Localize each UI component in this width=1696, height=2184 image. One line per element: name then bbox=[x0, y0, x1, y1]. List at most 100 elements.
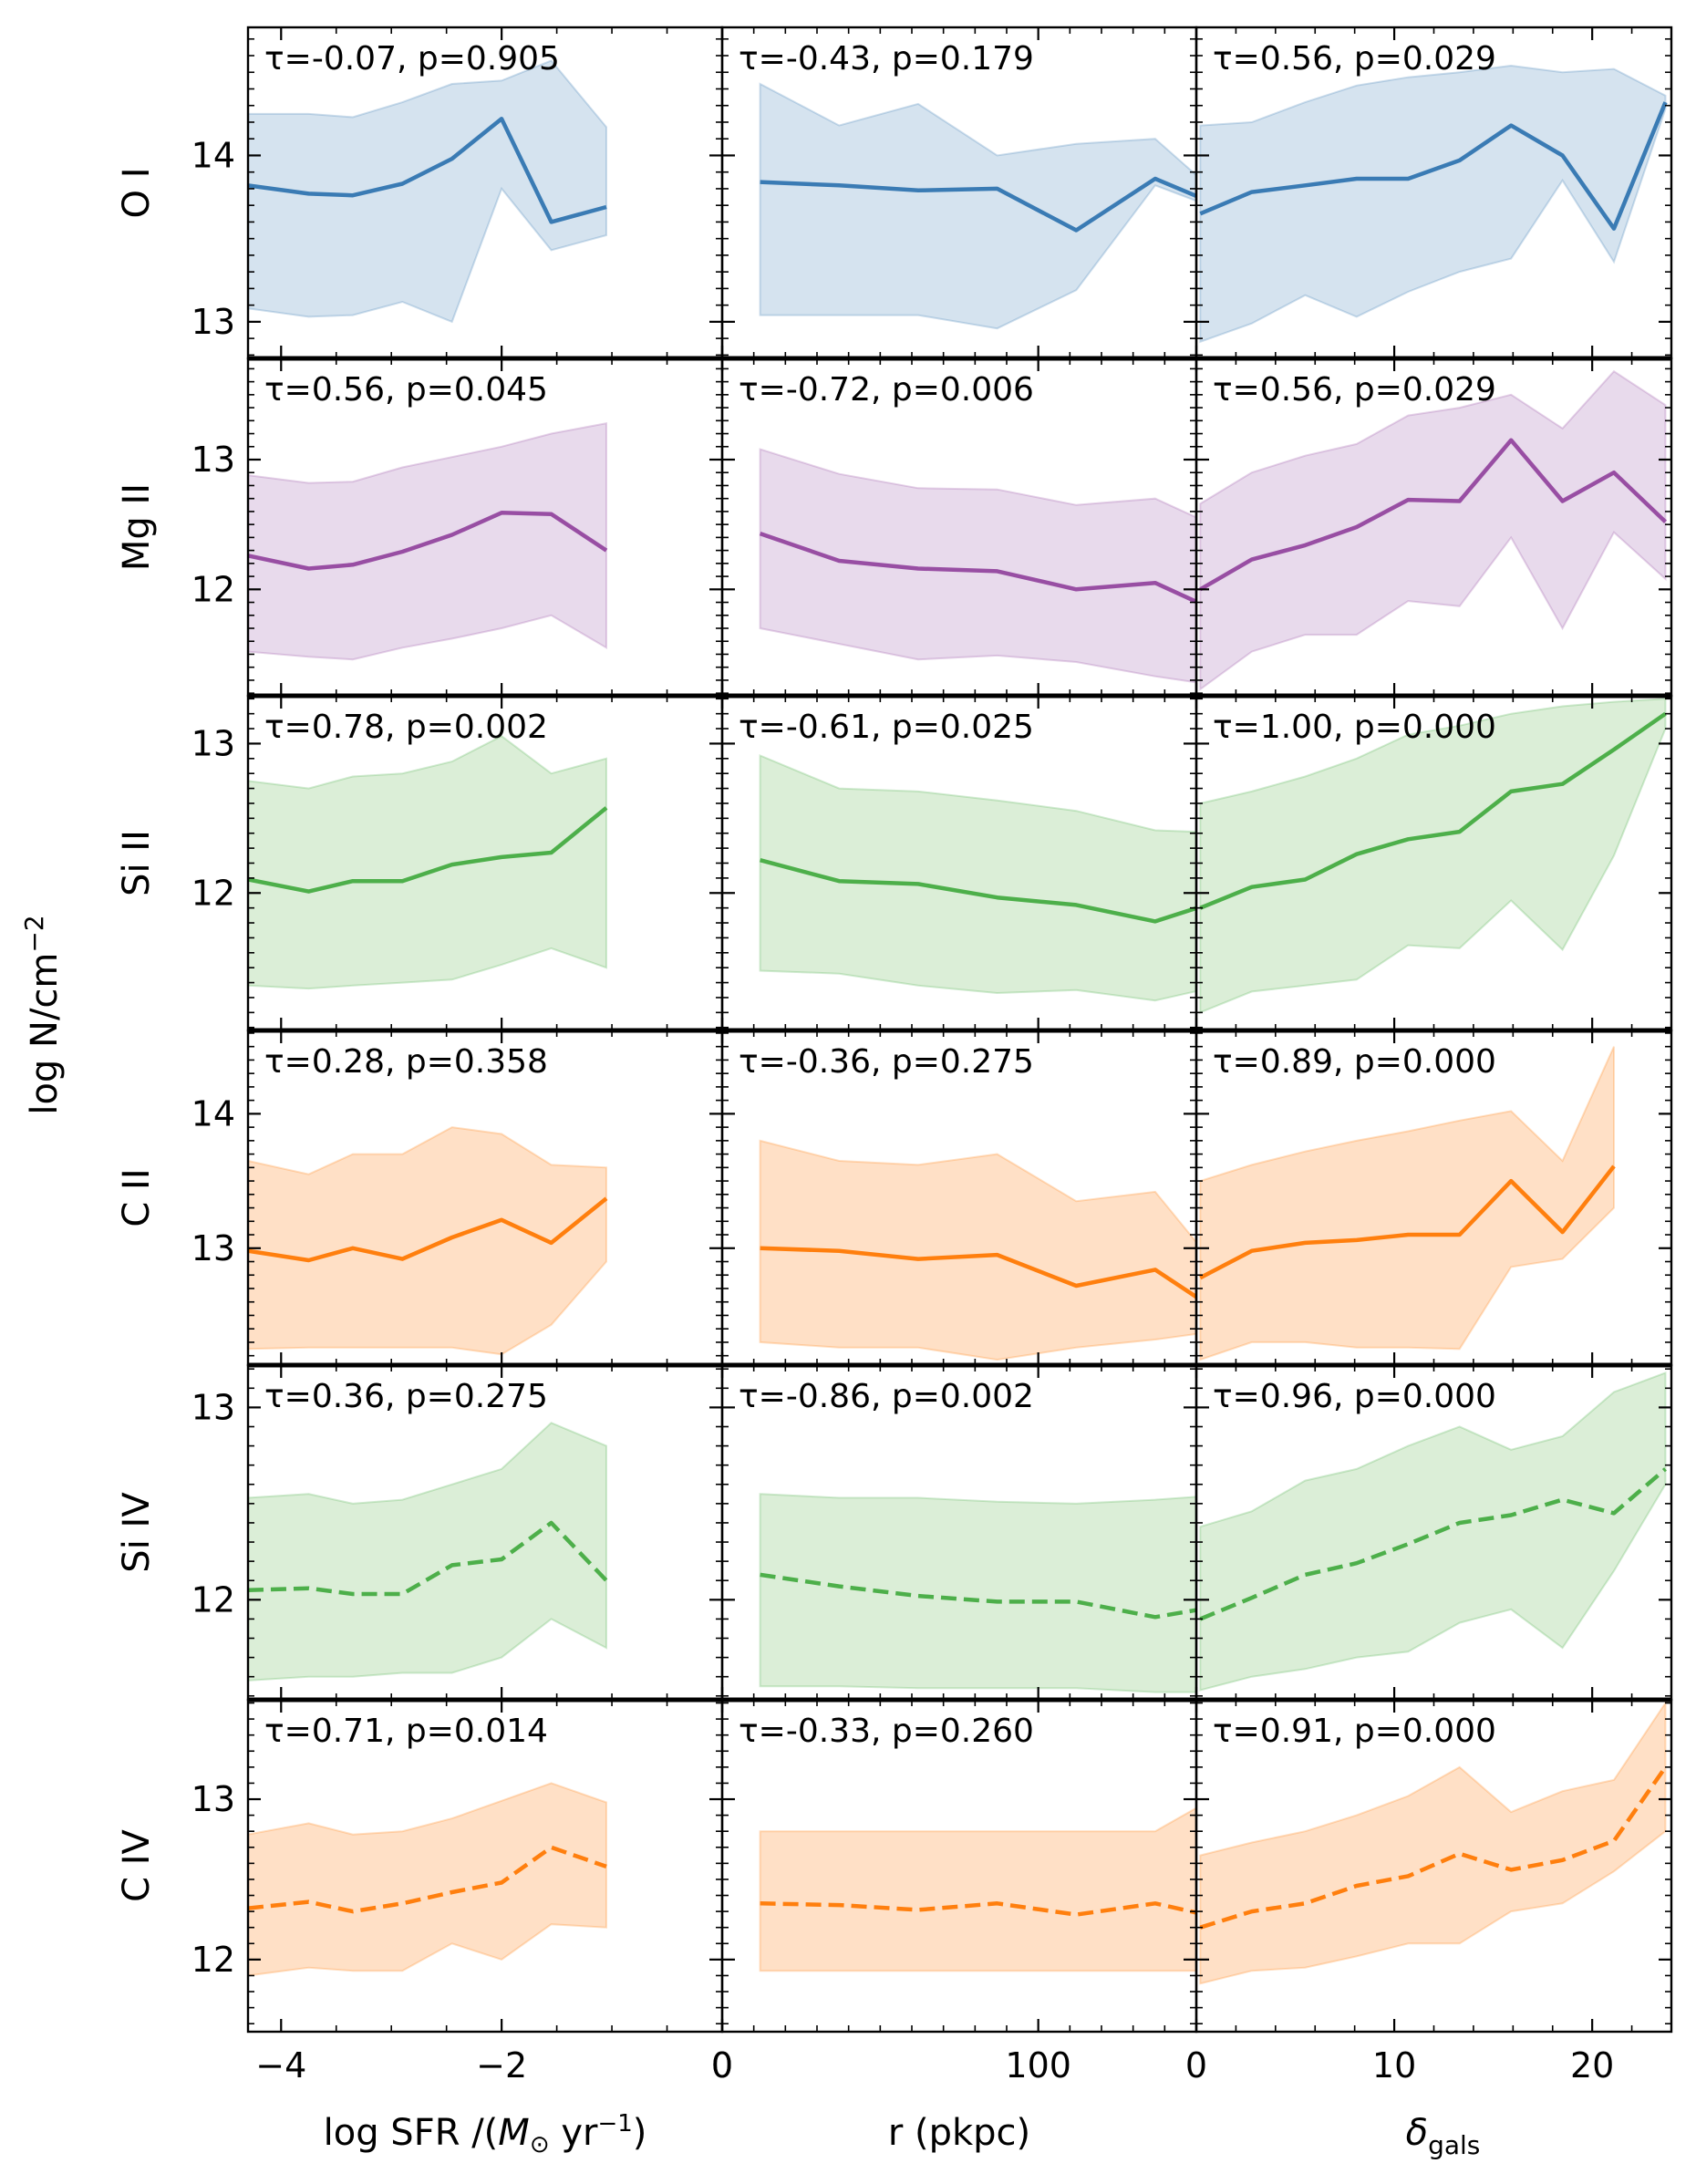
row-label-c-iv: C IV bbox=[116, 1828, 158, 1901]
panel-o-i-col1-median-line bbox=[248, 117, 607, 224]
panel-si-ii-col1-plot-area bbox=[248, 735, 608, 990]
x-axis-title-col2: r (pkpc) bbox=[888, 2112, 1030, 2154]
xtick-label-col3-20: 20 bbox=[1570, 2045, 1614, 2086]
panel-o-i-col1-plot-area bbox=[248, 59, 607, 324]
ytick-label-c-iv-13: 13 bbox=[191, 1779, 235, 1819]
ytick-label-si-ii-13: 13 bbox=[191, 723, 235, 763]
panel-mg-ii-col1-plot-area bbox=[248, 421, 608, 661]
panel-c-ii-col3-band bbox=[1199, 1046, 1615, 1361]
xtick-label-col1-0: 0 bbox=[711, 2045, 733, 2086]
panel-mg-ii-col2-median-line bbox=[759, 531, 1196, 605]
panel-mg-ii-col2: τ=-0.72, p=0.006 bbox=[720, 357, 1198, 698]
x-axis-title-col3-part-1: δ bbox=[1406, 2112, 1428, 2154]
panel-si-iv-col3-annotation: τ=0.96, p=0.000 bbox=[1213, 1378, 1496, 1415]
panel-si-ii-col3-median-line bbox=[1199, 711, 1667, 910]
panel-c-iv-col2-plot-area bbox=[759, 1806, 1196, 1972]
x-axis-title-col1-part-3: ⊙ bbox=[530, 2131, 550, 2158]
panel-o-i-col3-median-line bbox=[1199, 101, 1668, 231]
xtick-label-col3-0: 0 bbox=[1185, 2045, 1207, 2086]
panel-c-ii-col3-plot-area bbox=[1199, 1046, 1616, 1361]
panel-si-iv-col2-annotation: τ=-0.86, p=0.002 bbox=[739, 1378, 1034, 1415]
panel-c-ii-col1-annotation: τ=0.28, p=0.358 bbox=[264, 1043, 548, 1081]
row-label-si-iv: Si IV bbox=[116, 1492, 158, 1573]
panel-c-iv-col1-annotation: τ=0.71, p=0.014 bbox=[264, 1713, 548, 1750]
panel-si-ii-col3: τ=1.00, p=0.000 bbox=[1194, 694, 1673, 1032]
x-axis-title-col1: log SFR /(M⊙ yr−1) bbox=[324, 2110, 647, 2158]
y-axis-title-text: log N/cm bbox=[24, 953, 66, 1115]
row-label-c-ii: C II bbox=[116, 1168, 158, 1227]
panel-o-i-col2: τ=-0.43, p=0.179 bbox=[720, 26, 1198, 360]
panel-si-ii-col2-plot-area bbox=[759, 754, 1196, 1002]
panel-c-iv-col3: 0 10 20 τ=0.91, p=0.000 bbox=[1185, 1698, 1673, 2086]
panel-o-i-col1-annotation: τ=-0.07, p=0.905 bbox=[264, 40, 560, 78]
panel-c-ii-col3-median-line bbox=[1199, 1164, 1616, 1280]
row-label-mg-ii: Mg II bbox=[116, 483, 158, 571]
xtick-label-col2-0: 0 bbox=[711, 2045, 733, 2086]
panel-mg-ii-col1: 12 13 τ=0.56, p=0.045 bbox=[191, 357, 724, 698]
panel-si-iv-col1-median-line bbox=[248, 1520, 608, 1597]
xtick-label-col2-100: 100 bbox=[1005, 2045, 1071, 2086]
ytick-label-c-iv-12: 12 bbox=[191, 1940, 235, 1980]
panel-o-i-col3: τ=0.56, p=0.029 bbox=[1194, 26, 1673, 360]
panel-o-i-col3-annotation: τ=0.56, p=0.029 bbox=[1213, 40, 1496, 78]
row-label-o-i: O I bbox=[116, 168, 158, 219]
panel-c-iv-col2: 0 100 τ=-0.33, p=0.260 bbox=[711, 1698, 1198, 2086]
panel-mg-ii-col3: τ=0.56, p=0.029 bbox=[1194, 357, 1673, 698]
panel-si-iv-col3-band bbox=[1199, 1371, 1667, 1692]
panel-si-ii-col2: τ=-0.61, p=0.025 bbox=[720, 694, 1198, 1032]
panel-c-iv-col2-median-line bbox=[760, 1901, 1196, 1917]
panel-si-iv-col1: 12 13 τ=0.36, p=0.275 bbox=[191, 1363, 724, 1702]
panel-si-iv-col2-plot-area bbox=[759, 1493, 1196, 1693]
panel-c-iv-col1-plot-area bbox=[248, 1782, 607, 1977]
panel-si-ii-col1-median-line bbox=[248, 806, 608, 894]
y-axis-title-sup: −2 bbox=[19, 915, 49, 952]
panel-mg-ii-col3-plot-area bbox=[1199, 369, 1668, 691]
panel-si-iv-col1-plot-area bbox=[248, 1422, 608, 1682]
panel-o-i-col2-band bbox=[759, 82, 1196, 330]
ytick-label-si-iv-12: 12 bbox=[191, 1579, 235, 1620]
panel-si-ii-col1-band bbox=[248, 735, 607, 990]
panel-si-ii-col2-annotation: τ=-0.61, p=0.025 bbox=[739, 709, 1034, 746]
panel-c-ii-col1-plot-area bbox=[248, 1126, 608, 1356]
xtick-label-col1--4: −4 bbox=[255, 2045, 306, 2086]
panel-c-iv-col3-median-line bbox=[1199, 1765, 1668, 1930]
panel-si-iv-col2-band bbox=[759, 1493, 1196, 1693]
panel-c-iv-col1: 12 13 −4 −2 0 τ=0.71, p=0.014 bbox=[191, 1698, 733, 2086]
panel-c-iv-col2-annotation: τ=-0.33, p=0.260 bbox=[739, 1713, 1034, 1750]
panel-o-i-col2-median-line bbox=[760, 176, 1196, 233]
panel-si-iv-col2-median-line bbox=[760, 1572, 1196, 1620]
x-axis-title-col1-part-1: log SFR /( bbox=[324, 2112, 499, 2154]
panel-mg-ii-col2-plot-area bbox=[759, 448, 1196, 684]
ytick-label-c-ii-13: 13 bbox=[191, 1228, 235, 1268]
panel-o-i-col3-band bbox=[1199, 64, 1667, 344]
panel-c-ii-col2-median-line bbox=[760, 1246, 1196, 1299]
row-label-si-ii: Si II bbox=[116, 830, 158, 896]
x-axis-title-col3: δgals bbox=[1406, 2112, 1481, 2160]
panel-c-ii-col2-band bbox=[759, 1139, 1196, 1361]
panel-mg-ii-col1-median-line bbox=[248, 511, 608, 571]
ytick-label-o-i-14: 14 bbox=[191, 135, 235, 175]
panel-c-ii-col3: τ=0.89, p=0.000 bbox=[1194, 1029, 1673, 1367]
panel-o-i-col1: 13 14 τ=-0.07, p=0.905 bbox=[191, 26, 724, 360]
x-axis-title-col1-part-5: −1 bbox=[597, 2110, 632, 2137]
ytick-label-si-iv-13: 13 bbox=[191, 1387, 235, 1427]
panel-si-ii-col2-band bbox=[759, 754, 1196, 1002]
panel-mg-ii-col1-annotation: τ=0.56, p=0.045 bbox=[264, 371, 548, 409]
panel-si-ii-col2-median-line bbox=[760, 858, 1196, 924]
panel-si-ii-col3-annotation: τ=1.00, p=0.000 bbox=[1213, 709, 1496, 746]
panel-mg-ii-col2-annotation: τ=-0.72, p=0.006 bbox=[739, 371, 1034, 409]
panel-si-iv-col2: τ=-0.86, p=0.002 bbox=[720, 1363, 1198, 1702]
panel-o-i-col3-plot-area bbox=[1199, 64, 1668, 344]
ytick-label-mg-ii-13: 13 bbox=[191, 440, 235, 480]
xtick-label-col1--2: −2 bbox=[476, 2045, 527, 2086]
panel-c-iv-col1-band bbox=[248, 1782, 607, 1977]
panel-c-ii-col2-plot-area bbox=[759, 1139, 1196, 1361]
panel-c-ii-col1-band bbox=[248, 1126, 607, 1356]
ytick-label-si-ii-12: 12 bbox=[191, 873, 235, 913]
panel-o-i-col2-plot-area bbox=[759, 82, 1196, 330]
panels-layer: 13 14 τ=-0.07, p=0.905 τ=-0.43, p=0.179 τ=0.… bbox=[191, 26, 1673, 2086]
panel-si-iv-col1-annotation: τ=0.36, p=0.275 bbox=[264, 1378, 548, 1415]
panel-si-iv-col3: τ=0.96, p=0.000 bbox=[1194, 1363, 1673, 1702]
panel-o-i-col1-band bbox=[248, 59, 607, 324]
ytick-label-o-i-13: 13 bbox=[191, 302, 235, 342]
